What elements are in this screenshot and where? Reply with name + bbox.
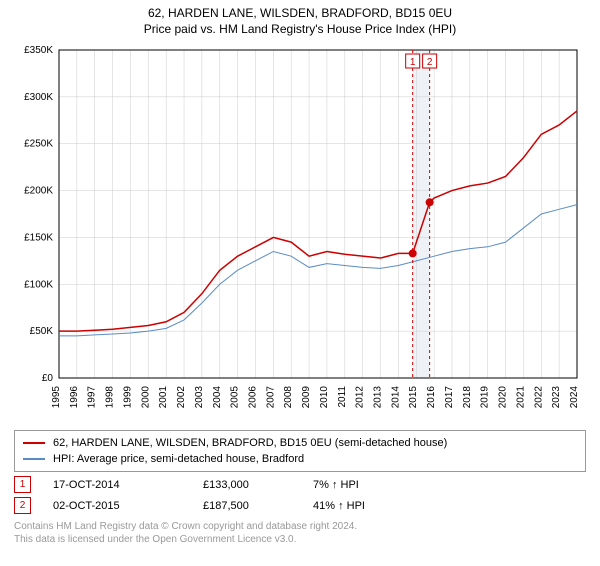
svg-text:2016: 2016 [426, 386, 437, 409]
svg-text:1: 1 [410, 57, 416, 68]
svg-text:2004: 2004 [212, 386, 223, 409]
svg-text:2015: 2015 [408, 386, 419, 409]
svg-text:£200K: £200K [24, 186, 53, 197]
svg-text:2022: 2022 [533, 386, 544, 409]
sale-change-2: 41% ↑ HPI [313, 500, 365, 512]
svg-text:£300K: £300K [24, 92, 53, 103]
svg-text:£100K: £100K [24, 279, 53, 290]
footer-line-2: This data is licensed under the Open Gov… [14, 533, 586, 546]
legend-swatch-1 [23, 442, 45, 444]
sale-marker-2: 2 [14, 497, 31, 514]
svg-text:2021: 2021 [515, 386, 526, 409]
svg-text:2007: 2007 [265, 386, 276, 409]
svg-text:2017: 2017 [444, 386, 455, 409]
svg-text:2023: 2023 [551, 386, 562, 409]
svg-text:2014: 2014 [390, 386, 401, 409]
svg-text:1999: 1999 [122, 386, 133, 409]
sale-change-1: 7% ↑ HPI [313, 479, 359, 491]
svg-text:1996: 1996 [69, 386, 80, 409]
svg-text:2020: 2020 [498, 386, 509, 409]
sale-row-2: 2 02-OCT-2015 £187,500 41% ↑ HPI [14, 497, 586, 514]
chart-svg: £0 £50K £100K £150K £200K £250K £300K £350K 1995… [15, 44, 585, 424]
svg-text:2008: 2008 [283, 386, 294, 409]
legend-swatch-2 [23, 458, 45, 460]
svg-text:2024: 2024 [569, 386, 580, 409]
svg-text:£250K: £250K [24, 139, 53, 150]
legend-box: 62, HARDEN LANE, WILSDEN, BRADFORD, BD15… [14, 430, 586, 472]
sale-price-2: £187,500 [203, 500, 313, 512]
svg-text:1995: 1995 [51, 386, 62, 409]
svg-text:1997: 1997 [87, 386, 98, 409]
chart-container: £0 £50K £100K £150K £200K £250K £300K £350K 1995… [15, 44, 585, 424]
svg-text:2011: 2011 [337, 386, 348, 408]
legend-row-2: HPI: Average price, semi-detached house,… [23, 451, 577, 467]
page-title: 62, HARDEN LANE, WILSDEN, BRADFORD, BD15… [0, 6, 600, 20]
svg-text:2: 2 [427, 57, 433, 68]
svg-text:£350K: £350K [24, 45, 53, 56]
svg-text:£50K: £50K [30, 326, 54, 337]
svg-text:2019: 2019 [480, 386, 491, 409]
svg-text:2003: 2003 [194, 386, 205, 409]
svg-text:£150K: £150K [24, 232, 53, 243]
footer-line-1: Contains HM Land Registry data © Crown c… [14, 520, 586, 533]
svg-text:2002: 2002 [176, 386, 187, 409]
svg-text:2000: 2000 [140, 386, 151, 409]
svg-text:2013: 2013 [373, 386, 384, 409]
svg-text:2006: 2006 [247, 386, 258, 409]
legend-label-2: HPI: Average price, semi-detached house,… [53, 453, 304, 465]
svg-text:2010: 2010 [319, 386, 330, 409]
svg-text:1998: 1998 [105, 386, 116, 409]
svg-text:2009: 2009 [301, 386, 312, 409]
svg-text:2001: 2001 [158, 386, 169, 409]
sale-date-1: 17-OCT-2014 [53, 479, 203, 491]
svg-text:2018: 2018 [462, 386, 473, 409]
svg-text:£0: £0 [42, 373, 54, 384]
footer: Contains HM Land Registry data © Crown c… [14, 520, 586, 546]
sale-marker-1: 1 [14, 476, 31, 493]
sale-date-2: 02-OCT-2015 [53, 500, 203, 512]
legend-row-1: 62, HARDEN LANE, WILSDEN, BRADFORD, BD15… [23, 435, 577, 451]
svg-text:2005: 2005 [230, 386, 241, 409]
page-subtitle: Price paid vs. HM Land Registry's House … [0, 22, 600, 36]
legend-label-1: 62, HARDEN LANE, WILSDEN, BRADFORD, BD15… [53, 437, 447, 449]
svg-text:2012: 2012 [355, 386, 366, 409]
sale-price-1: £133,000 [203, 479, 313, 491]
sale-row-1: 1 17-OCT-2014 £133,000 7% ↑ HPI [14, 476, 586, 493]
